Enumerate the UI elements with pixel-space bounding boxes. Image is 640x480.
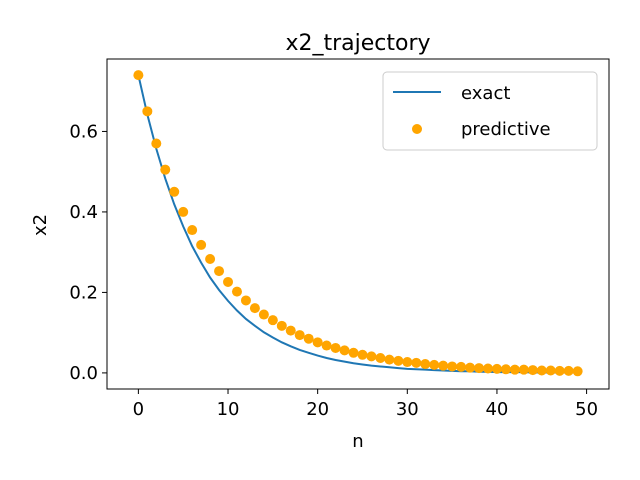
data-point-predictive xyxy=(294,330,305,341)
data-point-predictive xyxy=(438,360,449,371)
legend-swatch-predictive xyxy=(412,124,422,134)
data-point-predictive xyxy=(429,359,440,370)
data-point-predictive xyxy=(402,357,413,368)
data-point-predictive xyxy=(312,337,323,348)
legend: exact predictive xyxy=(382,71,598,151)
data-point-predictive xyxy=(303,333,314,344)
data-point-predictive xyxy=(384,354,395,365)
data-point-predictive xyxy=(187,225,198,236)
data-point-predictive xyxy=(500,364,511,375)
data-point-predictive xyxy=(258,309,269,320)
data-point-predictive xyxy=(231,286,242,297)
data-point-predictive xyxy=(214,266,225,277)
data-point-predictive xyxy=(393,355,404,366)
data-point-predictive xyxy=(348,347,359,358)
x-axis-label: n xyxy=(352,431,363,452)
data-point-predictive xyxy=(178,206,189,217)
data-point-predictive xyxy=(205,254,216,265)
data-point-predictive xyxy=(133,70,144,81)
data-point-predictive xyxy=(267,315,278,326)
data-point-predictive xyxy=(491,363,502,374)
x-tick-label: 20 xyxy=(306,399,329,420)
data-point-predictive xyxy=(366,351,377,362)
data-point-predictive xyxy=(223,276,234,287)
data-point-predictive xyxy=(240,295,251,306)
data-point-predictive xyxy=(169,186,180,197)
x-tick-label: 10 xyxy=(217,399,240,420)
y-tick-label: 0.0 xyxy=(69,363,98,384)
data-point-predictive xyxy=(447,361,458,372)
y-tick-label: 0.6 xyxy=(69,121,98,142)
data-point-predictive xyxy=(330,342,341,353)
legend-label-predictive: predictive xyxy=(461,119,551,140)
data-point-predictive xyxy=(474,363,485,374)
data-point-predictive xyxy=(196,239,207,250)
data-point-predictive xyxy=(160,164,171,175)
data-point-predictive xyxy=(285,325,296,336)
data-point-predictive xyxy=(249,303,260,314)
data-point-predictive xyxy=(554,365,565,376)
data-point-predictive xyxy=(151,138,162,149)
data-point-predictive xyxy=(563,365,574,376)
plot-area xyxy=(133,70,583,377)
plot-frame xyxy=(106,58,610,390)
y-tick-label: 0.4 xyxy=(69,202,98,223)
data-point-predictive xyxy=(482,363,493,374)
data-point-predictive xyxy=(411,357,422,368)
data-point-predictive xyxy=(321,340,332,351)
y-axis-label: x2 xyxy=(30,214,51,236)
data-point-predictive xyxy=(518,364,529,375)
x-tick-label: 0 xyxy=(133,399,144,420)
data-point-predictive xyxy=(536,365,547,376)
data-point-predictive xyxy=(339,345,350,356)
data-point-predictive xyxy=(276,320,287,331)
data-point-predictive xyxy=(545,365,556,376)
legend-label-exact: exact xyxy=(461,83,510,104)
x-tick-label: 50 xyxy=(575,399,598,420)
x-tick-label: 40 xyxy=(485,399,508,420)
data-point-predictive xyxy=(142,106,153,117)
data-point-predictive xyxy=(420,359,431,370)
data-point-predictive xyxy=(527,365,538,376)
chart-title: x2_trajectory xyxy=(285,31,430,56)
y-tick-label: 0.2 xyxy=(69,282,98,303)
data-point-predictive xyxy=(509,364,520,375)
data-point-predictive xyxy=(572,366,583,377)
data-point-predictive xyxy=(375,353,386,364)
data-point-predictive xyxy=(357,349,368,360)
axes: 0 10 20 30 40 50 0.0 0.2 0.4 0.6 xyxy=(69,58,610,420)
x-tick-label: 30 xyxy=(396,399,419,420)
data-point-predictive xyxy=(456,361,467,372)
data-point-predictive xyxy=(465,362,476,373)
